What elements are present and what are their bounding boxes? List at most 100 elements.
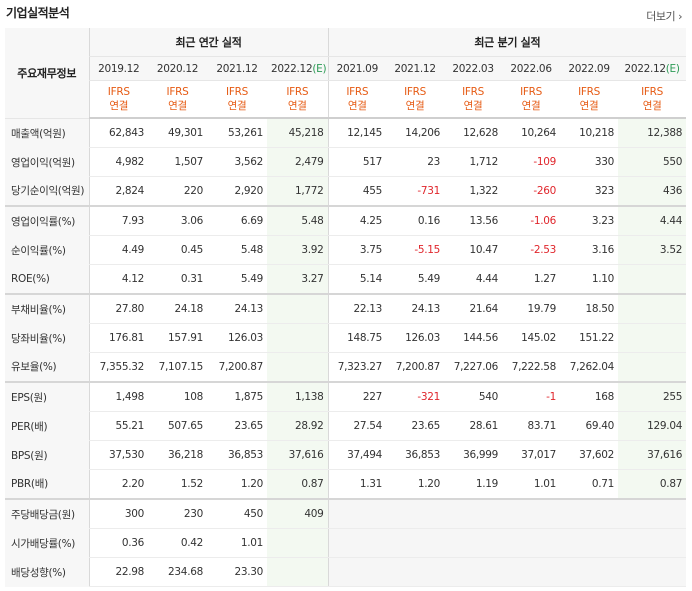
value-cell: 5.49 [207, 264, 267, 295]
value-cell: 1.27 [502, 264, 561, 295]
value-cell: 157.91 [148, 323, 207, 353]
value-cell: 1.20 [386, 469, 445, 500]
value-cell: 0.36 [88, 528, 148, 558]
value-cell: 0.71 [560, 469, 619, 500]
standard-line1: IFRS [286, 86, 309, 98]
period-header: 2022.12(E) [618, 56, 687, 81]
standard-header: IFRS 연결 [618, 80, 687, 119]
standard-header: IFRS 연결 [444, 80, 503, 119]
value-cell: 3.75 [327, 235, 387, 265]
period-header: 2022.06 [502, 56, 561, 81]
value-cell: 7,200.87 [386, 352, 445, 383]
value-cell [560, 499, 619, 529]
table-row: 배당성향(%) 22.98 234.68 23.30 [5, 557, 687, 587]
value-cell [618, 323, 687, 353]
value-cell: 3.52 [618, 235, 687, 265]
value-cell: 230 [148, 499, 207, 529]
period-header: 2022.03 [444, 56, 503, 81]
value-cell: 4.44 [618, 206, 687, 236]
table-row: EPS(원) 1,498 108 1,875 1,138 227 -321 540 -1 168 2… [5, 382, 687, 412]
value-cell: 24.13 [386, 294, 445, 324]
value-cell: 323 [560, 176, 619, 207]
value-cell: 83.71 [502, 411, 561, 441]
row-label: 유보율(%) [5, 352, 89, 383]
value-cell: 23 [386, 147, 445, 177]
value-cell: 69.40 [560, 411, 619, 441]
value-cell [502, 499, 561, 529]
value-cell: 14,206 [386, 118, 445, 148]
value-cell: 49,301 [148, 118, 207, 148]
value-cell: 0.42 [148, 528, 207, 558]
value-cell: 1.20 [207, 469, 267, 500]
value-cell: 10,264 [502, 118, 561, 148]
row-label: PER(배) [5, 411, 89, 441]
standard-line2: 연결 [521, 100, 541, 112]
value-cell: 27.54 [327, 411, 387, 441]
value-cell: 3,562 [207, 147, 267, 177]
value-cell: 550 [618, 147, 687, 177]
row-label: 영업이익률(%) [5, 206, 89, 236]
value-cell: 12,628 [444, 118, 503, 148]
value-cell: 3.23 [560, 206, 619, 236]
value-cell: 227 [327, 382, 387, 412]
standard-line2: 연결 [227, 100, 247, 112]
standard-header: IFRS 연결 [148, 80, 207, 119]
standard-line1: IFRS [462, 86, 484, 98]
financial-table: 주요재무정보 최근 연간 실적 최근 분기 실적 2019.12 2020.12 2… [5, 28, 687, 587]
standard-line1: IFRS [346, 86, 369, 98]
chevron-right-icon: › [675, 10, 682, 23]
value-cell: 1.31 [327, 469, 387, 500]
value-cell [618, 528, 687, 558]
row-label: BPS(원) [5, 440, 89, 470]
value-cell: 36,218 [148, 440, 207, 470]
value-cell [502, 557, 561, 587]
value-cell: 7,200.87 [207, 352, 267, 383]
value-cell: 7,262.04 [560, 352, 619, 383]
more-link[interactable]: 더보기 › [646, 8, 682, 24]
table-row: 순이익률(%) 4.49 0.45 5.48 3.92 3.75 -5.15 10.47 -2.… [5, 235, 687, 265]
value-cell: 10.47 [444, 235, 503, 265]
table-row: PER(배) 55.21 507.65 23.65 28.92 27.54 23.65 28.… [5, 411, 687, 441]
value-cell: 21.64 [444, 294, 503, 324]
value-cell: 2,479 [267, 147, 329, 177]
value-cell [386, 499, 445, 529]
value-cell: 23.30 [207, 557, 267, 587]
period-header: 2021.12 [386, 56, 445, 81]
value-cell [386, 557, 445, 587]
value-cell: 55.21 [88, 411, 148, 441]
value-cell [267, 323, 329, 353]
value-cell: 1.01 [502, 469, 561, 500]
value-cell: 23.65 [386, 411, 445, 441]
value-cell: 1,875 [207, 382, 267, 412]
value-cell [327, 499, 387, 529]
row-label: 주당배당금(원) [5, 499, 89, 529]
value-cell: -5.15 [386, 235, 445, 265]
value-cell: 0.87 [618, 469, 687, 500]
value-cell: 517 [327, 147, 387, 177]
table-row: ROE(%) 4.12 0.31 5.49 3.27 5.14 5.49 4.44 1.27 1.… [5, 264, 687, 295]
value-cell: 145.02 [502, 323, 561, 353]
table-row: 당좌비율(%) 176.81 157.91 126.03 148.75 126.03 144… [5, 323, 687, 353]
standard-line1: IFRS [578, 86, 600, 98]
period-header: 2021.09 [327, 56, 387, 81]
value-cell: 22.13 [327, 294, 387, 324]
value-cell: 7,107.15 [148, 352, 207, 383]
value-cell: -109 [502, 147, 561, 177]
value-cell [386, 528, 445, 558]
value-cell: 0.31 [148, 264, 207, 295]
value-cell: 108 [148, 382, 207, 412]
value-cell: 7.93 [88, 206, 148, 236]
row-label: 부채비율(%) [5, 294, 89, 324]
value-cell: 126.03 [207, 323, 267, 353]
table-row: 시가배당률(%) 0.36 0.42 1.01 [5, 528, 687, 558]
period-header: 2020.12 [148, 56, 207, 81]
value-cell: 0.45 [148, 235, 207, 265]
table-row: 부채비율(%) 27.80 24.18 24.13 22.13 24.13 21.64 19.… [5, 294, 687, 324]
estimate-marker: (E) [312, 62, 327, 75]
standard-header: IFRS 연결 [502, 80, 561, 119]
value-cell: 129.04 [618, 411, 687, 441]
value-cell: 3.16 [560, 235, 619, 265]
value-cell: 1,498 [88, 382, 148, 412]
value-cell: 0.87 [267, 469, 329, 500]
value-cell: 27.80 [88, 294, 148, 324]
